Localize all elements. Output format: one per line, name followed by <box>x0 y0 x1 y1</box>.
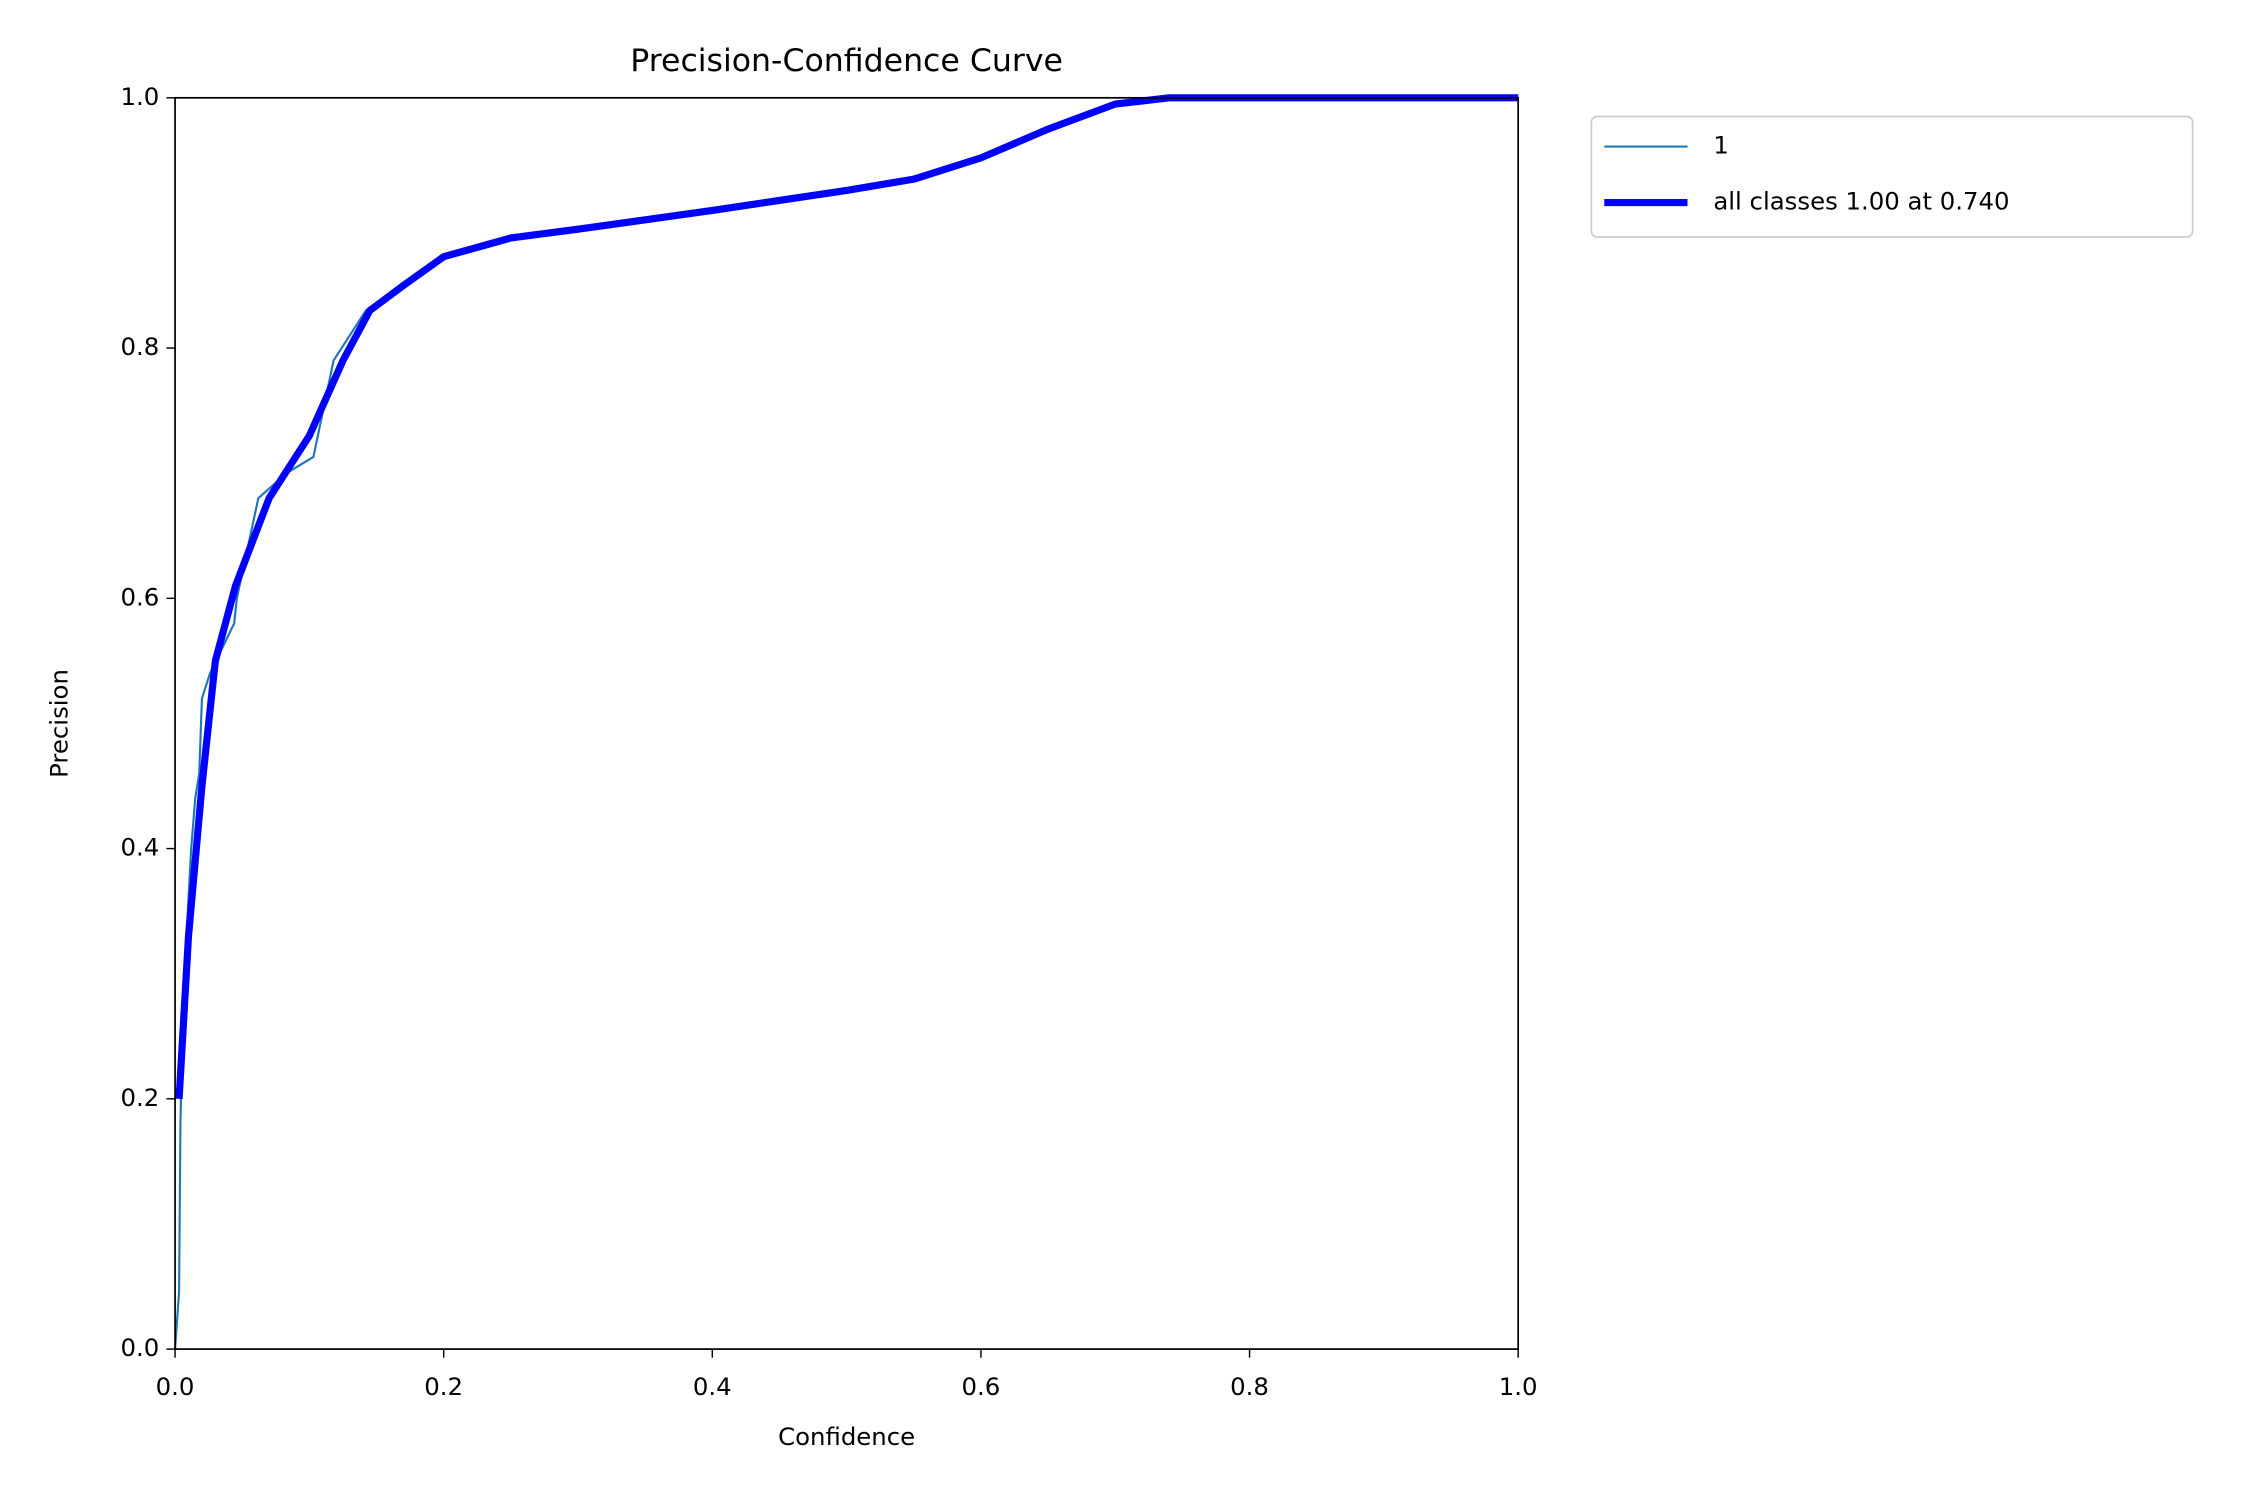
y-tick-label: 0.6 <box>121 582 160 611</box>
x-tick-label: 0.6 <box>962 1372 1001 1401</box>
y-tick-label: 0.2 <box>121 1083 160 1112</box>
x-tick-label: 0.4 <box>693 1372 732 1401</box>
legend-box <box>1590 115 2194 238</box>
y-tick-label: 0.0 <box>121 1333 160 1362</box>
x-tick-label: 0.0 <box>156 1372 195 1401</box>
series-line <box>175 94 1519 1100</box>
legend-label: 1 <box>1713 131 1729 160</box>
y-tick-label: 0.8 <box>121 332 160 361</box>
x-tick-label: 0.8 <box>1230 1372 1269 1401</box>
plot-frame <box>174 96 1520 1350</box>
y-tick-label: 1.0 <box>121 82 160 111</box>
legend-label: all classes 1.00 at 0.740 <box>1713 187 2009 216</box>
chart-title: Precision-Confidence Curve <box>630 43 1063 79</box>
x-axis-label: Confidence <box>778 1422 915 1451</box>
x-tick-label: 1.0 <box>1499 1372 1538 1401</box>
y-tick-label: 0.4 <box>121 833 160 862</box>
y-axis-label: Precision <box>44 669 73 778</box>
x-tick-label: 0.2 <box>424 1372 463 1401</box>
